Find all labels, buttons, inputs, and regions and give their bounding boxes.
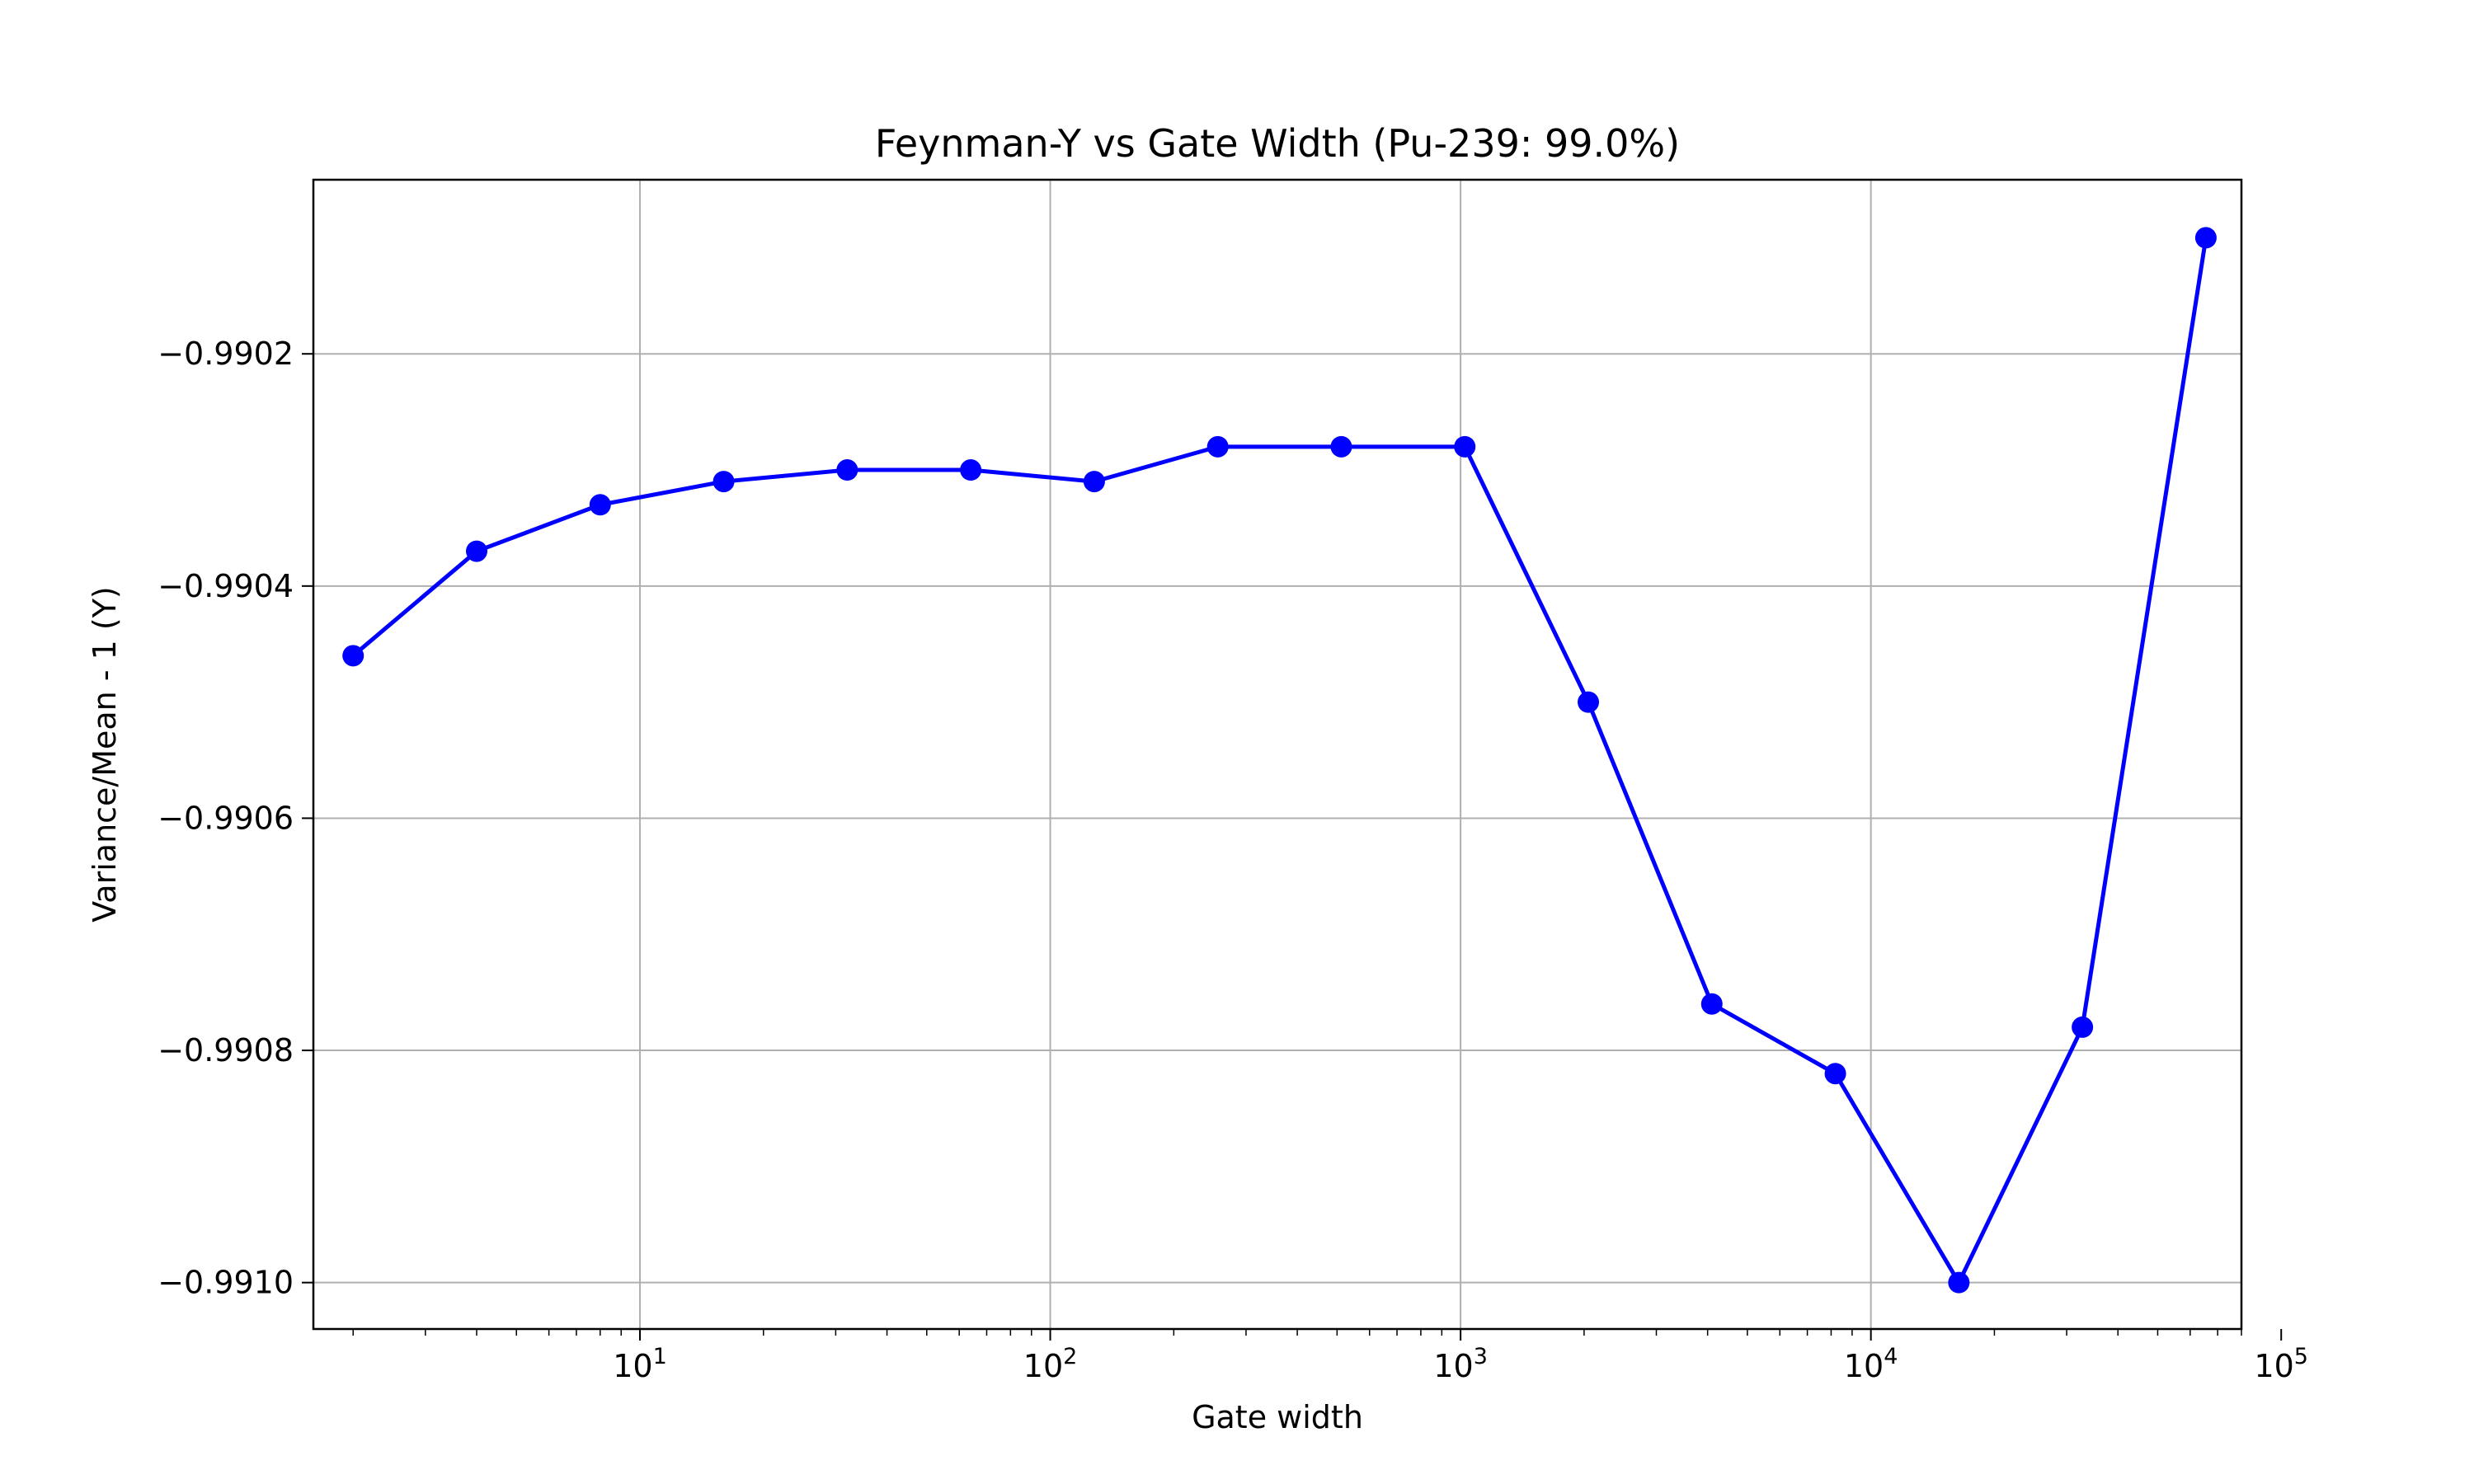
- y-tick-label: −0.9910: [158, 1265, 294, 1301]
- data-point: [1700, 993, 1723, 1015]
- data-point: [1330, 435, 1352, 458]
- plot-frame: [312, 178, 2243, 1331]
- x-tick-label: 105: [2254, 1344, 2308, 1384]
- x-tick-label: 103: [1433, 1344, 1488, 1384]
- grid-lines: [313, 180, 2241, 1329]
- y-axis: −0.9902 −0.9904 −0.9906 −0.9908 −0.9910: [158, 336, 313, 1301]
- x-tick-label-exponent: 1: [653, 1344, 667, 1369]
- chart-title: Feynman-Y vs Gate Width (Pu-239: 99.0%): [875, 121, 1680, 166]
- data-point: [836, 459, 858, 481]
- x-tick-label-exponent: 5: [2294, 1344, 2308, 1369]
- data-point: [342, 645, 365, 667]
- data-point: [589, 494, 611, 516]
- x-tick-label-base: 10: [613, 1348, 652, 1384]
- x-minor-ticks: [352, 1329, 2242, 1336]
- data-point: [465, 540, 487, 562]
- data-point: [2194, 227, 2217, 249]
- y-axis-label: Variance/Mean - 1 (Y): [87, 586, 123, 922]
- x-tick-label-exponent: 4: [1884, 1344, 1898, 1369]
- data-point: [1454, 435, 1476, 458]
- x-tick-label-exponent: 2: [1063, 1344, 1077, 1369]
- x-tick-label-base: 10: [1844, 1348, 1884, 1384]
- series-line: [351, 237, 2208, 1285]
- x-tick-label: 102: [1023, 1344, 1078, 1384]
- y-tick-label: −0.9906: [158, 800, 294, 836]
- x-tick-label: 101: [613, 1344, 667, 1384]
- x-axis: 101 102 103 104 105: [613, 1329, 2308, 1384]
- x-tick-label-exponent: 3: [1474, 1344, 1488, 1369]
- x-tick-label-base: 10: [1023, 1348, 1063, 1384]
- x-axis-label: Gate width: [1192, 1399, 1363, 1435]
- data-point: [1083, 471, 1105, 493]
- y-tick-label: −0.9908: [158, 1032, 294, 1068]
- data-point: [1824, 1063, 1846, 1085]
- data-point: [1206, 435, 1229, 458]
- series-group: [342, 227, 2217, 1294]
- data-point: [960, 459, 982, 481]
- x-tick-label: 104: [1844, 1344, 1898, 1384]
- data-point: [1948, 1271, 1970, 1294]
- data-point: [1578, 691, 1600, 713]
- x-tick-label-base: 10: [2254, 1348, 2293, 1384]
- data-point: [2072, 1016, 2094, 1038]
- y-tick-label: −0.9902: [158, 336, 294, 372]
- data-point: [713, 471, 735, 493]
- y-tick-label: −0.9904: [158, 568, 294, 604]
- x-tick-label-base: 10: [1433, 1348, 1473, 1384]
